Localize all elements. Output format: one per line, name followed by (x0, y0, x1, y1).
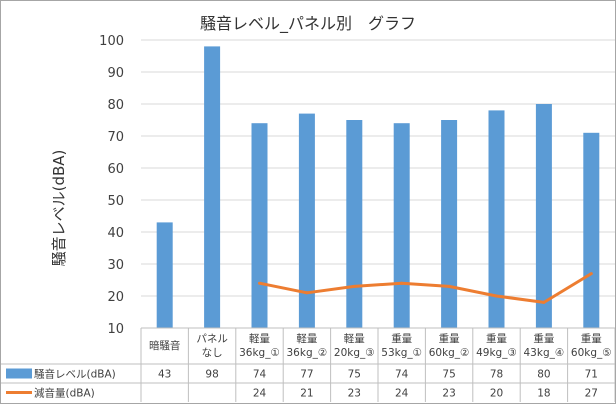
data-table-value: 75 (442, 369, 455, 381)
category-label: 暗騒音 (149, 339, 181, 352)
data-table-value: 98 (205, 369, 218, 381)
line-point (258, 281, 261, 285)
line-series (258, 272, 593, 304)
bar (156, 222, 173, 328)
bar (204, 46, 221, 329)
category-label: 軽量 20kg_③ (334, 333, 375, 359)
data-table-value: 21 (300, 388, 313, 400)
data-table-value: 18 (537, 388, 550, 400)
data-table-value: 78 (490, 369, 503, 381)
category-label-line: 暗騒音 (149, 339, 181, 352)
category-label-line: 60kg_② (429, 347, 470, 359)
category-label-line: 53kg_① (381, 347, 422, 359)
bar (441, 120, 458, 328)
y-tick-label: 100 (99, 34, 124, 49)
category-label: 重量 43kg_④ (524, 332, 565, 359)
category-label-line: 49kg_③ (476, 347, 517, 359)
category-label-line: 軽量 (249, 333, 270, 345)
legend-swatch-bar (6, 368, 32, 379)
y-tick-label: 70 (107, 130, 124, 145)
category-label-line: なし (202, 347, 223, 359)
category-label-line: パネル (196, 333, 228, 345)
category-label-line: 重量 (486, 332, 507, 345)
data-table-value: 75 (348, 369, 361, 381)
category-label: 重量 60kg_② (429, 332, 470, 359)
line-point (542, 300, 546, 304)
data-table-value: 23 (348, 388, 361, 400)
category-label-line: 重量 (581, 332, 602, 345)
y-tick-label: 60 (107, 162, 124, 177)
line-point (305, 291, 309, 295)
category-label: 重量 60kg_⑤ (571, 332, 612, 359)
legend-label: 減音量(dBA) (34, 387, 95, 400)
legend-label: 騒音レベル(dBA) (34, 368, 116, 381)
category-label-line: 36kg_② (287, 347, 328, 359)
category-label: 軽量 36kg_① (239, 333, 280, 359)
y-tick-label: 30 (107, 258, 124, 273)
category-label-line: 重量 (533, 332, 554, 345)
data-table-value: 27 (585, 388, 598, 400)
bar (393, 123, 410, 328)
data-table-value: 43 (158, 369, 171, 381)
y-tick-label: 10 (107, 322, 124, 337)
category-label-line: 60kg_⑤ (571, 347, 612, 359)
data-table-value: 24 (253, 388, 267, 400)
line-path (259, 272, 593, 304)
data-table-value: 23 (442, 388, 455, 400)
data-table-value: 80 (537, 369, 550, 381)
bar (488, 110, 505, 329)
y-tick-label: 50 (107, 194, 124, 209)
category-label-line: 軽量 (296, 333, 317, 345)
bar (251, 123, 268, 328)
category-label-line: 36kg_① (239, 347, 280, 359)
category-label-line: 20kg_③ (334, 347, 375, 359)
data-table-value: 71 (585, 369, 598, 381)
chart-title: 騒音レベル_パネル別 グラフ (200, 14, 416, 34)
bar (583, 132, 600, 328)
category-label-line: 重量 (439, 332, 460, 345)
data-table-value: 74 (253, 369, 267, 381)
category-label: 軽量 36kg_② (287, 333, 328, 359)
line-point (352, 284, 356, 288)
line-point (589, 272, 593, 276)
data-table: 暗騒音 パネルなし 軽量 36kg_① 軽量 36kg_② 軽量 20kg_③ 重量 53kg_①… (1, 327, 615, 402)
category-label: パネルなし (196, 333, 228, 359)
data-table-value: 24 (395, 388, 409, 400)
bar-series (156, 46, 600, 329)
line-point (495, 294, 498, 298)
y-tick-label: 90 (107, 66, 124, 81)
bar (298, 113, 315, 328)
category-label-line: 重量 (391, 332, 412, 345)
y-axis-label: 騒音レベル(dBA) (50, 150, 68, 267)
y-tick-label: 80 (107, 98, 124, 113)
y-tick-label: 40 (107, 226, 124, 241)
y-tick-label: 20 (107, 290, 124, 305)
bar (535, 104, 552, 328)
category-label-line: 43kg_④ (524, 347, 565, 359)
line-point (447, 284, 451, 288)
data-table-value: 74 (395, 369, 409, 381)
category-label: 重量 49kg_③ (476, 332, 517, 359)
y-tick-labels: 10 20 30 40 50 60 70 80 90 100 (99, 34, 124, 337)
line-point (400, 281, 404, 285)
category-label-line: 軽量 (344, 333, 365, 345)
category-label: 重量 53kg_① (381, 332, 422, 359)
bar (346, 120, 363, 328)
data-table-value: 20 (490, 388, 503, 400)
data-table-value: 77 (300, 369, 313, 381)
